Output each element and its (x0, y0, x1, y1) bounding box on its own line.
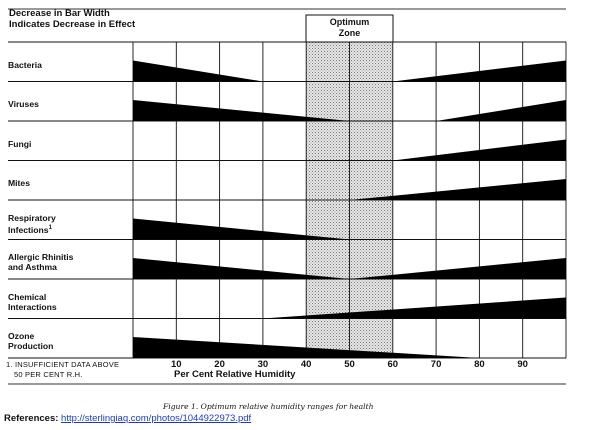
references-link[interactable]: http://sterlingiaq.com/photos/1044922973… (61, 413, 252, 424)
optimum-zone-line-1: Optimum (329, 17, 370, 27)
row-label: Mites (8, 178, 30, 189)
optimum-zone-line-2: Zone (338, 28, 361, 38)
effect-bar (392, 60, 566, 82)
x-tick-label: 50 (344, 359, 355, 370)
header-line-1: Decrease in Bar Width (9, 8, 110, 19)
x-tick-label: 90 (517, 359, 528, 370)
row-label: and Asthma (8, 262, 57, 273)
x-tick-label: 40 (300, 359, 312, 370)
row-label: Interactions (8, 301, 57, 312)
effect-bar (349, 258, 566, 279)
row-label: Fungi (8, 138, 32, 149)
row-label: Infections1 (8, 224, 52, 235)
effect-bar (133, 60, 263, 82)
row-label: Viruses (8, 99, 39, 110)
x-tick-label: 10 (171, 359, 182, 370)
x-tick-label: 80 (474, 359, 485, 370)
effect-bar (349, 179, 566, 200)
x-tick-label: 60 (387, 359, 399, 370)
effect-bar (436, 100, 566, 121)
optimum-zone-label: Optimum Zone (306, 17, 393, 39)
row-label: Chemical (8, 291, 47, 302)
footnote-marker: 1 (48, 224, 52, 231)
row-label: Allergic Rhinitis (8, 252, 74, 263)
effect-bar (133, 218, 350, 240)
x-tick-label: 30 (257, 359, 269, 370)
references-label: References: (4, 413, 59, 424)
row-label: Ozone (8, 331, 35, 342)
figure-caption: Figure 1. Optimum relative humidity rang… (163, 402, 374, 411)
effect-bar (133, 337, 480, 358)
row-label: Production (8, 341, 54, 352)
effect-bar (133, 258, 350, 279)
footnote-line-2: 50 PER CENT R.H. (14, 370, 83, 379)
row-label: Bacteria (8, 59, 42, 70)
optimum-zone-label-box (305, 14, 394, 43)
x-tick-label: 70 (430, 359, 442, 370)
x-axis-title: Per Cent Relative Humidity (174, 369, 296, 380)
effect-bar (133, 100, 350, 121)
humidity-chart (8, 8, 567, 385)
bars (133, 60, 566, 358)
references: References: http://sterlingiaq.com/photo… (4, 413, 251, 424)
row-label: Respiratory (8, 212, 56, 223)
effect-bar (392, 139, 566, 161)
x-tick-label: 20 (214, 359, 225, 370)
header-line-2: Indicates Decrease in Effect (9, 19, 136, 30)
effect-bar (262, 297, 566, 319)
footnote-line-1: 1. INSUFFICIENT DATA ABOVE (6, 360, 120, 369)
